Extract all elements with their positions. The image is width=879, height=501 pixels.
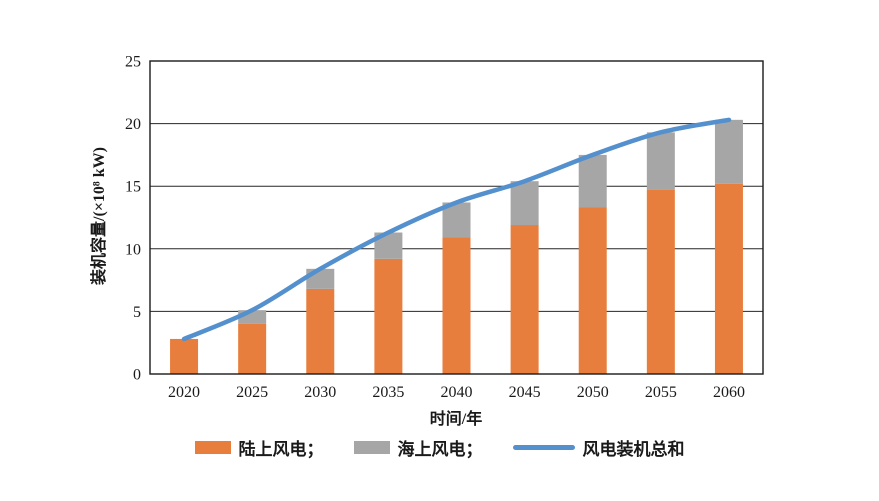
chart-legend: 陆上风电； 海上风电； 风电装机总和 xyxy=(0,435,879,460)
x-axis-tick-label: 2025 xyxy=(236,384,268,401)
legend-label-onshore: 陆上风电； xyxy=(238,440,324,459)
x-axis-tick-label: 2055 xyxy=(645,384,677,401)
bar-segment xyxy=(238,323,267,374)
y-axis-tick-label: 20 xyxy=(125,116,141,133)
y-axis-tick-label: 25 xyxy=(125,54,141,71)
x-axis-title: 时间/年 xyxy=(429,411,483,428)
legend-label-offshore: 海上风电； xyxy=(397,440,483,459)
x-axis-tick-label: 2060 xyxy=(713,384,745,401)
x-axis-tick-label: 2040 xyxy=(441,384,473,401)
total-capacity-line xyxy=(181,117,732,342)
legend-item-offshore: 海上风电； xyxy=(353,435,483,460)
legend-item-total: 风电装机总和 xyxy=(512,435,685,460)
y-axis-tick-label: 10 xyxy=(125,241,141,258)
legend-item-onshore: 陆上风电； xyxy=(194,435,324,460)
bar-segment xyxy=(306,288,335,374)
bar-segment xyxy=(578,207,607,374)
y-axis-title: 装机容量/(×10⁸ kW) xyxy=(91,147,108,285)
bar-segment xyxy=(510,225,539,374)
y-axis-tick-label: 0 xyxy=(133,367,141,384)
bar-segment xyxy=(714,119,743,184)
y-axis-tick-label: 5 xyxy=(133,304,141,321)
x-axis-tick-label: 2045 xyxy=(509,384,541,401)
x-axis-tick-label: 2020 xyxy=(168,384,200,401)
plot-border xyxy=(149,60,764,375)
x-axis-tick-label: 2030 xyxy=(304,384,336,401)
y-axis-tick-label: 15 xyxy=(125,179,141,196)
total-line-swatch-icon xyxy=(512,445,575,450)
offshore-swatch-icon xyxy=(353,441,390,454)
onshore-swatch-icon xyxy=(194,441,231,454)
x-axis-tick-label: 2050 xyxy=(577,384,609,401)
bar-segment xyxy=(374,258,403,374)
bar-segment xyxy=(646,132,675,190)
x-axis-tick-label: 2035 xyxy=(372,384,404,401)
bar-segment xyxy=(714,183,743,374)
bar-segment xyxy=(442,237,471,374)
bar-segment xyxy=(306,268,335,289)
bar-segment xyxy=(510,181,539,226)
bar-segment xyxy=(578,154,607,208)
bar-segment xyxy=(170,338,199,374)
legend-label-total: 风电装机总和 xyxy=(582,440,685,459)
bar-segment xyxy=(646,189,675,374)
